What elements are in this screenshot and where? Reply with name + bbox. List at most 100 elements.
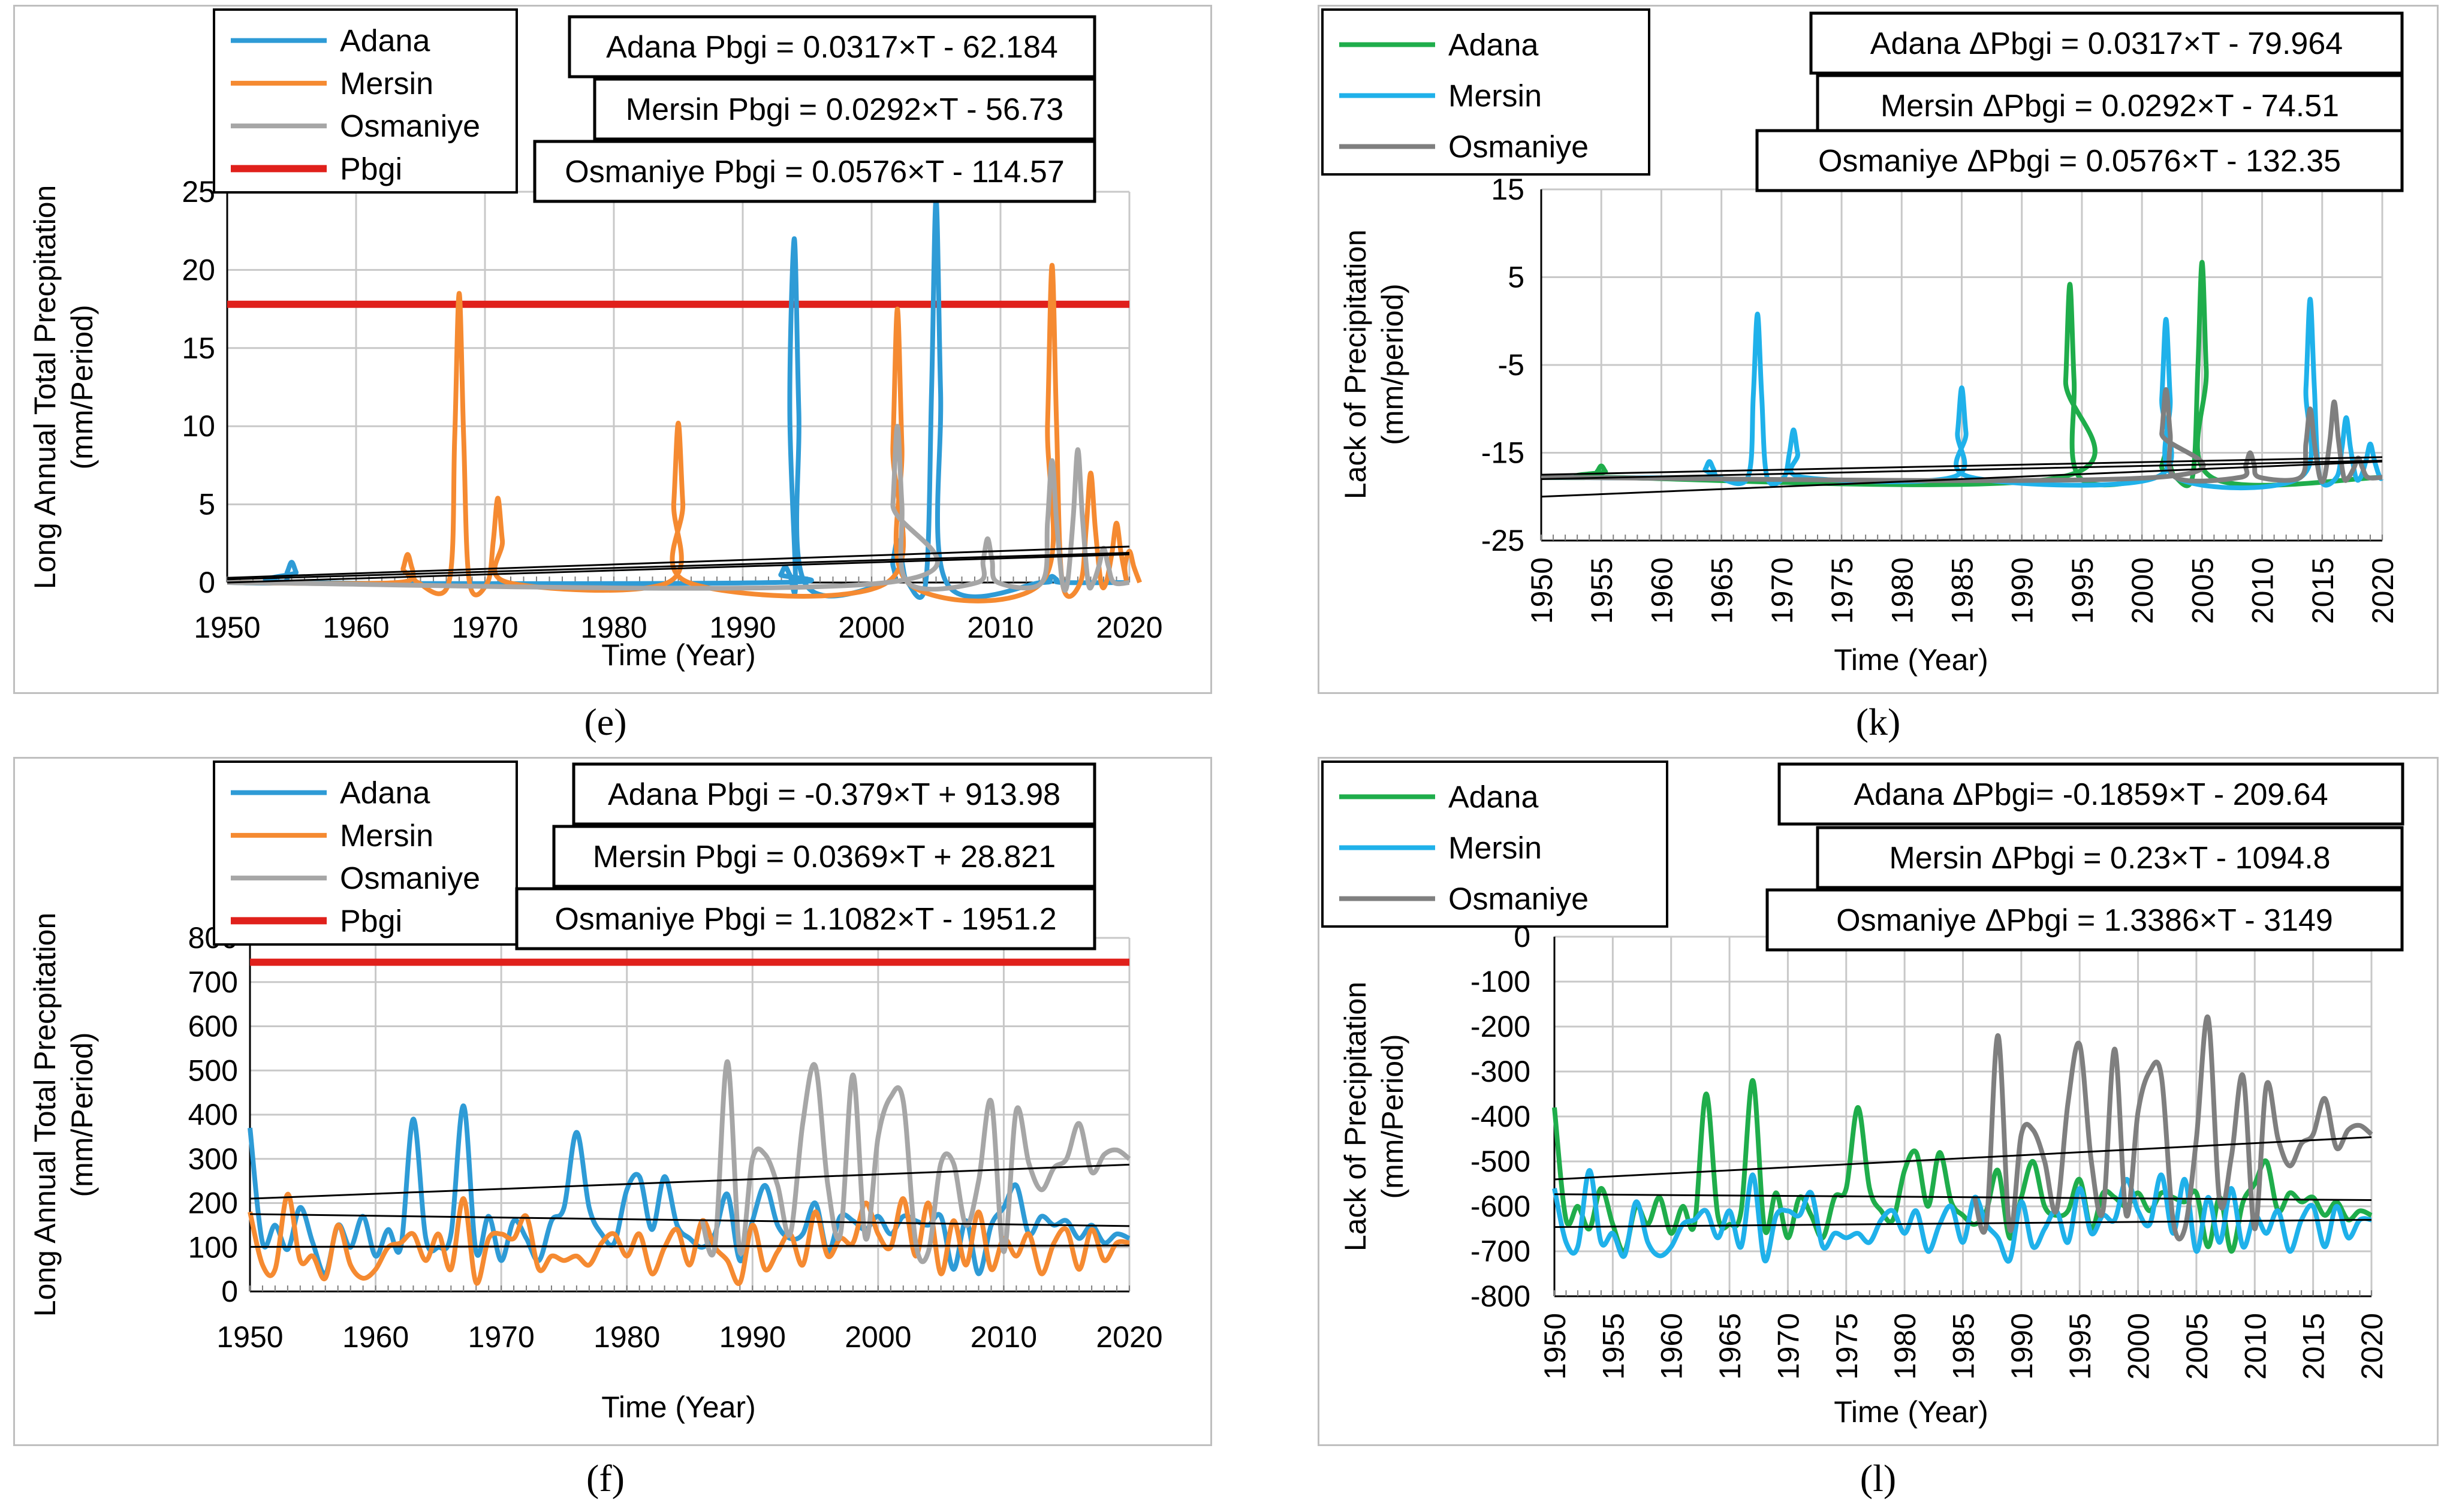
x-tick-label: 1990 [719, 1320, 786, 1354]
y-tick-label: 600 [188, 1010, 238, 1043]
y-tick-label: 400 [188, 1098, 238, 1131]
legend-label-pbgi: Pbgi [340, 904, 402, 938]
y-tick-label: -300 [1470, 1055, 1530, 1088]
equation-text: Adana ΔPbgi= -0.1859×T - 209.64 [1854, 777, 2328, 812]
x-tick-label: 1955 [1585, 557, 1619, 624]
x-tick-label: 1970 [1765, 557, 1799, 624]
x-tick-label: 2000 [2126, 557, 2159, 624]
legend-label-adana: Adana [340, 776, 430, 811]
chart-k: -25 -15 -5 5 15 1950 1955 1960 1965 1970 1975 1980 1… [1321, 8, 2404, 677]
equation-text: Mersin ΔPbgi = 0.23×T - 1094.8 [1889, 841, 2330, 876]
x-tick-label: 1950 [1538, 1313, 1572, 1380]
equation-text: Mersin Pbgi = 0.0292×T - 56.73 [626, 92, 1063, 127]
trend-line-adana [1541, 460, 2383, 480]
equation-text: Adana Pbgi = -0.379×T + 913.98 [608, 777, 1060, 812]
panel-label-k: (k) [1855, 701, 1901, 743]
y-tick-label: -5 [1498, 348, 1524, 382]
legend-label-mersin: Mersin [1448, 79, 1542, 114]
legend-label-mersin: Mersin [1448, 831, 1542, 866]
x-tick-label: 1990 [709, 611, 776, 644]
equation-box [515, 887, 1096, 950]
y-axis-title-line: Lack of Precipitation [1339, 230, 1372, 499]
trend-line-osmaniye [249, 1163, 1130, 1200]
y-tick-label: 25 [182, 175, 215, 209]
y-tick-label: -600 [1470, 1190, 1530, 1223]
x-axis-title: Time (Year) [1834, 1395, 1988, 1429]
trend-line-osmaniye [1554, 1136, 2372, 1181]
panel-label-l: (l) [1860, 1457, 1897, 1499]
x-tick-label: 1970 [1771, 1313, 1805, 1380]
y-axis-title: Long Annual Total Precpitation (mm/Period… [28, 913, 99, 1317]
y-axis-title-line: (mm/Period) [1376, 1034, 1409, 1199]
y-axis-title-line: (mm/Period) [65, 1032, 99, 1197]
x-tick-label: 2000 [845, 1320, 911, 1354]
x-tick-label: 1965 [1705, 557, 1739, 624]
x-tick-label: 1990 [2005, 1313, 2039, 1380]
x-tick-label: 2015 [2297, 1313, 2331, 1380]
y-tick-label: 20 [182, 253, 215, 286]
x-tick-label: 2020 [1096, 1320, 1162, 1354]
y-tick-label: -15 [1481, 436, 1524, 470]
y-axis-title-line: (mm/period) [1376, 283, 1409, 445]
chart-e: 0 5 10 15 20 25 1950 1960 1970 1980 1990 2000 2010 20… [28, 8, 1163, 672]
x-tick-label: 2010 [2238, 1313, 2272, 1380]
x-tick-label: 2005 [2180, 1313, 2214, 1380]
x-tick-label: 2020 [2355, 1313, 2389, 1380]
x-tick-label: 1990 [2006, 557, 2039, 624]
x-tick-label: 1980 [580, 611, 647, 644]
y-axis-title: Lack of Precipitation (mm/Period) [1339, 982, 1409, 1251]
y-tick-label: 500 [188, 1054, 238, 1087]
series-line-osmaniye [227, 424, 1130, 593]
equation-box [572, 762, 1096, 826]
x-tick-label: 1980 [1888, 1313, 1922, 1380]
equation-text: Mersin Pbgi = 0.0369×T + 28.821 [593, 840, 1056, 874]
legend-label-adana: Adana [340, 24, 430, 59]
panel-label-f: (f) [586, 1457, 625, 1499]
equation-text: Adana ΔPbgi = 0.0317×T - 79.964 [1870, 26, 2343, 61]
y-tick-label: 700 [188, 965, 238, 999]
x-tick-label: 1960 [1645, 557, 1678, 624]
y-tick-label: 10 [182, 409, 215, 443]
trend-line-adana [249, 1213, 1130, 1227]
trend-line-osmaniye [1541, 460, 2383, 498]
x-tick-label: 1950 [1525, 557, 1559, 624]
x-tick-label: 1985 [1946, 557, 1979, 624]
equation-box [1777, 762, 2404, 826]
y-tick-label: 0 [198, 566, 215, 599]
equation-box [593, 77, 1096, 141]
y-tick-label: 200 [188, 1187, 238, 1220]
x-tick-label: 1975 [1825, 557, 1859, 624]
chart-f: 0100200300400500600700800195019601970198… [28, 760, 1163, 1424]
x-tick-label: 2010 [2246, 557, 2280, 624]
x-tick-label: 1995 [2066, 557, 2099, 624]
x-tick-label: 2005 [2186, 557, 2219, 624]
equation-text: Osmaniye ΔPbgi = 0.0576×T - 132.35 [1818, 144, 2341, 179]
legend-label-mersin: Mersin [340, 67, 433, 101]
series-line-osmaniye [1972, 1014, 2373, 1242]
trend-line-mersin [1554, 1219, 2372, 1228]
legend-label-pbgi: Pbgi [340, 152, 402, 186]
series-line-osmaniye [1541, 387, 2383, 484]
y-tick-label: -500 [1470, 1145, 1530, 1178]
equation-box [552, 825, 1096, 888]
trend-line-osmaniye [227, 553, 1130, 584]
x-tick-label: 2010 [971, 1320, 1037, 1354]
equation-text: Adana Pbgi = 0.0317×T - 62.184 [606, 30, 1058, 65]
x-tick-label: 1980 [593, 1320, 660, 1354]
series-line-osmaniye [700, 1059, 1131, 1264]
y-axis-title-line: Long Annual Total Precpitation [28, 185, 62, 590]
y-axis-title-line: Lack of Precipitation [1339, 982, 1372, 1251]
x-tick-label: 1970 [451, 611, 518, 644]
x-tick-label: 2010 [967, 611, 1033, 644]
equation-text: Osmaniye ΔPbgi = 1.3386×T - 3149 [1836, 903, 2333, 938]
equation-text: Osmaniye Pbgi = 1.1082×T - 1951.2 [555, 902, 1056, 937]
legend-label-adana: Adana [1448, 780, 1538, 815]
y-tick-label: 15 [1491, 173, 1524, 206]
equation-box [568, 15, 1096, 79]
y-tick-label: 15 [182, 331, 215, 365]
y-tick-label: -400 [1470, 1100, 1530, 1133]
legend-label-mersin: Mersin [340, 819, 433, 853]
legend-label-osmaniye: Osmaniye [1448, 130, 1589, 165]
y-axis-title-line: Long Annual Total Precpitation [28, 913, 62, 1317]
